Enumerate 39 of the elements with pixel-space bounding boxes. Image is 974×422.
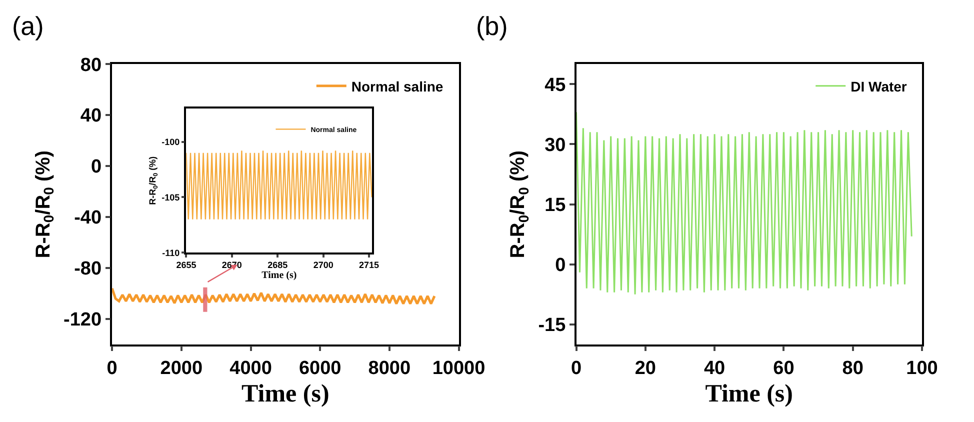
legend-label: Normal saline — [351, 78, 444, 94]
y-tick-label: 0 — [90, 156, 102, 178]
y-tick-label: -100 — [162, 136, 180, 147]
x-tick-label: 10000 — [432, 358, 486, 380]
legend-label: DI Water — [850, 78, 908, 94]
y-tick-label: -120 — [64, 310, 102, 331]
x-tick-label: 2655 — [176, 260, 196, 270]
x-tick-label: 80 — [842, 358, 864, 380]
x-axis-title: Time (s) — [705, 380, 793, 408]
x-tick-label: 2685 — [268, 260, 288, 270]
x-tick-label: 2000 — [160, 358, 203, 380]
y-tick-label: -15 — [538, 315, 566, 336]
y-tick-label: -80 — [74, 258, 102, 280]
x-axis-title: Time (s) — [242, 380, 330, 408]
x-axis-title: Time (s) — [262, 270, 297, 282]
x-tick-label: 8000 — [368, 358, 411, 380]
y-tick-label: -40 — [74, 208, 102, 229]
y-tick-label: 15 — [544, 194, 566, 216]
chart-title: (b) — [476, 11, 508, 41]
y-tick-label: 40 — [80, 106, 102, 127]
x-tick-label: 60 — [773, 358, 794, 380]
x-tick-label: 4000 — [230, 358, 272, 380]
x-tick-label: 0 — [106, 358, 118, 380]
x-tick-label: 40 — [704, 358, 726, 380]
x-tick-label: 20 — [634, 358, 656, 380]
y-tick-label: 30 — [544, 134, 566, 156]
line-series — [112, 287, 436, 305]
x-tick-label: 6000 — [298, 358, 342, 380]
line-series — [186, 150, 372, 220]
x-tick-label: 100 — [906, 358, 938, 380]
y-tick-label: 45 — [544, 74, 566, 96]
x-tick-label: 2700 — [313, 260, 334, 270]
y-tick-label: 80 — [80, 54, 102, 76]
y-tick-label: -110 — [162, 248, 180, 258]
x-tick-label: 0 — [570, 358, 582, 380]
line-series — [576, 111, 912, 296]
chart-title: (a) — [12, 11, 44, 41]
x-tick-label: 2715 — [359, 260, 380, 270]
y-tick-label: -105 — [162, 192, 180, 202]
